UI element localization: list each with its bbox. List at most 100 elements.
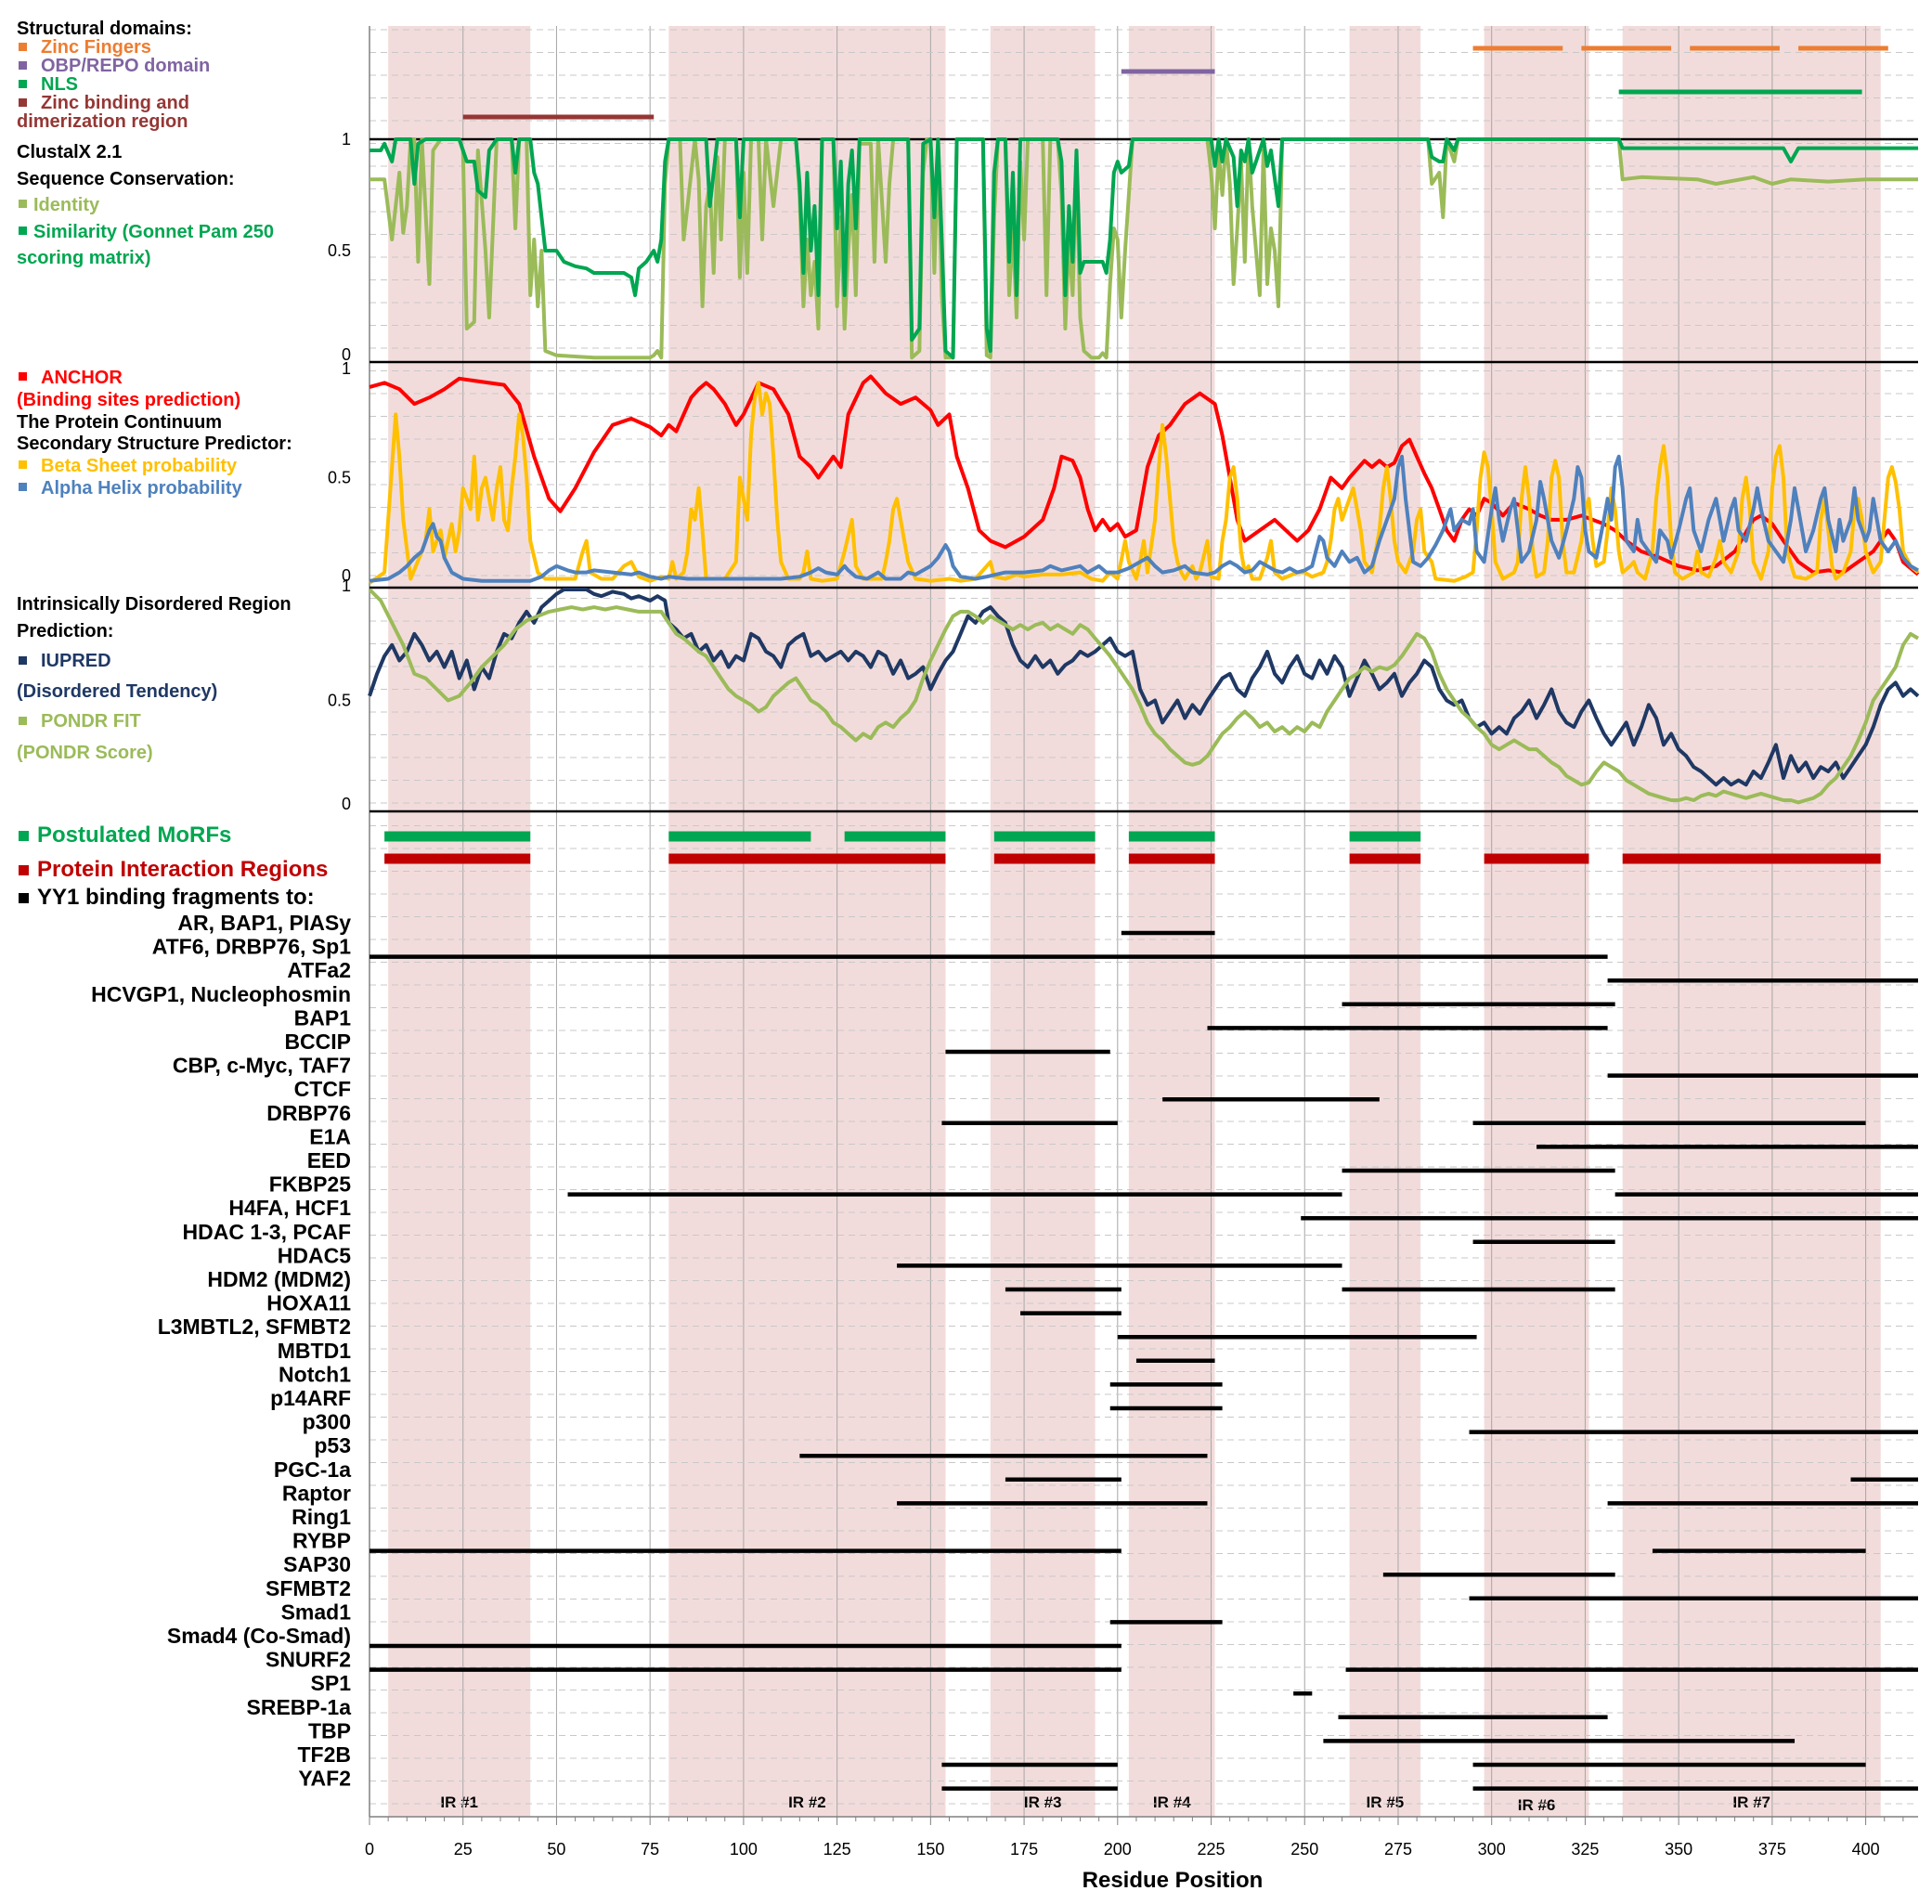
partner-label: BCCIP [284, 1030, 351, 1054]
x-tick-label: 200 [1104, 1840, 1132, 1859]
ir-band-7 [1622, 26, 1881, 1817]
partner-label: DRBP76 [266, 1101, 351, 1125]
ir-band-6 [1484, 26, 1589, 1817]
panel-heading: The Protein Continuum [17, 412, 222, 433]
panel-disorder [368, 588, 1920, 805]
x-tick-label: 50 [547, 1840, 565, 1859]
panel-heading: ClustalX 2.1 [17, 142, 122, 162]
partner-label: TBP [308, 1718, 351, 1742]
y-tick-label: 0 [342, 566, 351, 585]
legend-item-label: Alpha Helix probability [41, 478, 243, 499]
panel-heading: Intrinsically Disordered Region [17, 594, 292, 615]
partner-label: Notch1 [279, 1362, 351, 1386]
partner-label: Ring1 [292, 1505, 351, 1529]
series-line-binding-2 [368, 381, 1920, 585]
partner-label: L3MBTL2, SFMBT2 [158, 1315, 351, 1339]
partner-label: MBTD1 [278, 1339, 351, 1363]
y-tick-label: 0 [342, 795, 351, 813]
legend-swatch [19, 483, 27, 491]
x-axis: 0 25 50 75 100 125 150 175 200 225 250 275 300 325 350… [365, 1817, 1904, 1893]
partner-label: FKBP25 [269, 1172, 351, 1197]
partner-label: CTCF [294, 1077, 351, 1101]
partner-label: SNURF2 [266, 1648, 351, 1672]
ir-label-4: IR #4 [1153, 1794, 1191, 1811]
partner-label: SP1 [311, 1671, 352, 1695]
legend-swatch [19, 717, 27, 725]
partner-label: RYBP [292, 1529, 351, 1553]
series-line-conservation-2 [370, 137, 1918, 360]
legend-item-label: NLS [41, 74, 78, 95]
partner-label: SREBP-1a [247, 1695, 352, 1719]
legend-item-label: PONDR FIT [41, 711, 141, 732]
pir-legend-label: Protein Interaction Regions [37, 857, 328, 882]
partner-label: p300 [303, 1410, 351, 1434]
x-axis-title: Residue Position [1083, 1868, 1264, 1893]
x-tick-label: 400 [1852, 1840, 1880, 1859]
ir-label-5: IR #5 [1367, 1794, 1405, 1811]
x-tick-label: 375 [1758, 1840, 1786, 1859]
legend-item-label: Zinc Fingers [41, 37, 151, 58]
y-tick-label: 1 [342, 576, 351, 595]
legend-swatch [19, 98, 27, 107]
ir-label-2: IR #2 [788, 1794, 826, 1811]
partner-label: SAP30 [283, 1552, 351, 1576]
ir-band-2 [668, 26, 946, 1817]
legend-swatch [19, 80, 27, 88]
ir-band-5 [1349, 26, 1421, 1817]
y-tick-label: 0.5 [328, 692, 351, 710]
partner-label: AR, BAP1, PIASy [177, 911, 351, 935]
x-tick-label: 100 [730, 1840, 758, 1859]
y-tick-label: 0.5 [328, 469, 351, 487]
panel-subheading: Prediction: [17, 621, 113, 641]
x-tick-label: 250 [1290, 1840, 1318, 1859]
panel-subheading: Secondary Structure Predictor: [17, 434, 292, 454]
region-bars [370, 45, 1918, 1791]
yy1-legend-label: YY1 binding fragments to: [37, 885, 315, 910]
legend-swatch [19, 893, 29, 903]
legend-item-label: Similarity (Gonnet Pam 250 [33, 222, 274, 242]
series-line-binding-3 [369, 454, 1919, 583]
partner-label: HDM2 (MDM2) [207, 1267, 351, 1291]
ir-label-6: IR #6 [1518, 1796, 1556, 1814]
series-line-disorder-2 [368, 588, 1920, 805]
partner-label: TF2B [298, 1742, 352, 1767]
legend-item-label: Beta Sheet probability [41, 456, 238, 476]
legend-item-label: (PONDR Score) [17, 743, 153, 763]
legend-item-label: ANCHOR [41, 368, 123, 388]
panel-conservation [370, 137, 1918, 360]
morfs-legend-label: Postulated MoRFs [37, 822, 231, 848]
ir-band-3 [990, 26, 1096, 1817]
legend-swatch [19, 61, 27, 70]
y-tick-label: 1 [342, 359, 351, 378]
legend-item-label: (Disordered Tendency) [17, 681, 217, 702]
x-tick-label: 150 [916, 1840, 944, 1859]
legend-swatch [19, 227, 27, 235]
legend-swatch [19, 43, 27, 51]
partner-label: HOXA11 [266, 1291, 351, 1315]
partner-label: EED [307, 1148, 351, 1172]
ir-label-7: IR #7 [1732, 1794, 1770, 1811]
partner-label: CBP, c-Myc, TAF7 [173, 1054, 351, 1078]
x-tick-label: 325 [1571, 1840, 1599, 1859]
x-tick-label: 0 [365, 1840, 374, 1859]
series-line-disorder-1 [368, 588, 1920, 787]
interaction-region-bands: IR #1 IR #2 IR #3 IR #4 IR #5 IR #6 IR #7 [388, 26, 1881, 1817]
x-tick-label: 125 [823, 1840, 851, 1859]
legend-item-label: OBP/REPO domain [41, 56, 210, 76]
legend-item-label: Zinc binding and [41, 93, 189, 113]
partner-label: HCVGP1, Nucleophosmin [91, 982, 351, 1006]
partner-label: ATF6, DRBP76, Sp1 [152, 935, 351, 959]
ir-band-1 [388, 26, 531, 1817]
x-tick-label: 300 [1478, 1840, 1506, 1859]
legend-item-label: IUPRED [41, 651, 111, 671]
gridlines [369, 26, 1918, 1818]
partner-label: BAP1 [294, 1005, 352, 1030]
partner-label: p14ARF [270, 1386, 351, 1410]
y-tick-label: 1 [342, 130, 351, 149]
x-tick-label: 225 [1197, 1840, 1225, 1859]
x-tick-label: 75 [641, 1840, 659, 1859]
partner-label: Raptor [282, 1481, 351, 1505]
